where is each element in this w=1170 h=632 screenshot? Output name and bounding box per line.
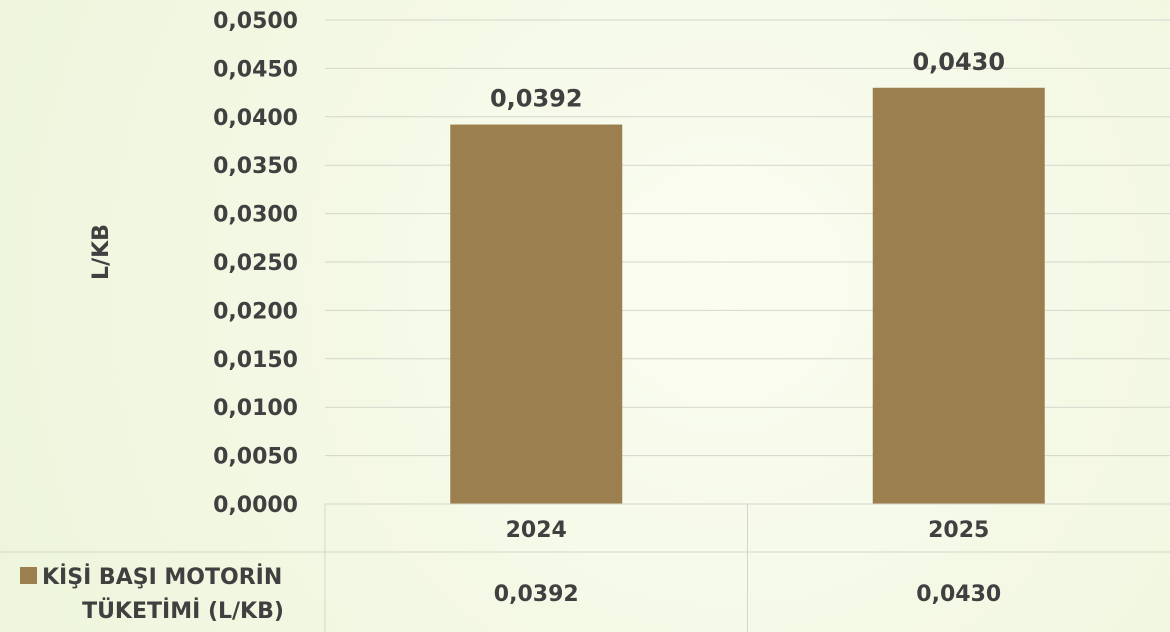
y-tick-label: 0,0050	[213, 445, 298, 470]
y-tick-label: 0,0250	[213, 251, 298, 276]
bars	[450, 87, 1045, 504]
x-category-label: 2024	[506, 518, 567, 543]
y-axis-title: L/KB	[89, 224, 114, 280]
y-tick-label: 0,0150	[213, 348, 298, 373]
y-tick-label: 0,0100	[213, 396, 298, 421]
y-tick-label: 0,0350	[213, 154, 298, 179]
y-tick-label: 0,0500	[213, 9, 298, 34]
table-value: 0,0392	[494, 582, 579, 607]
y-tick-label: 0,0000	[213, 493, 298, 518]
data-label: 0,0392	[490, 85, 583, 113]
table-value: 0,0430	[916, 582, 1001, 607]
legend-swatch	[20, 567, 37, 584]
y-tick-label: 0,0300	[213, 203, 298, 228]
data-label: 0,0430	[912, 48, 1005, 76]
legend-label: TÜKETİMİ (L/KB)	[82, 598, 284, 624]
data-table: 2024 2025 0,0392 0,0430 KİŞİ BAŞI MOTORİN TÜK…	[0, 503, 1170, 632]
data-labels: 0,0392 0,0430	[490, 48, 1005, 113]
y-tick-label: 0,0200	[213, 299, 298, 324]
y-tick-label: 0,0450	[213, 57, 298, 82]
bar	[450, 124, 623, 504]
bar	[872, 87, 1045, 504]
y-tick-label: 0,0400	[213, 106, 298, 131]
x-category-label: 2025	[928, 518, 989, 543]
y-axis-ticks: 0,0000 0,0050 0,0100 0,0150 0,0200 0,0250 0,03…	[213, 9, 298, 518]
legend-label: KİŞİ BAŞI MOTORİN	[42, 564, 282, 590]
